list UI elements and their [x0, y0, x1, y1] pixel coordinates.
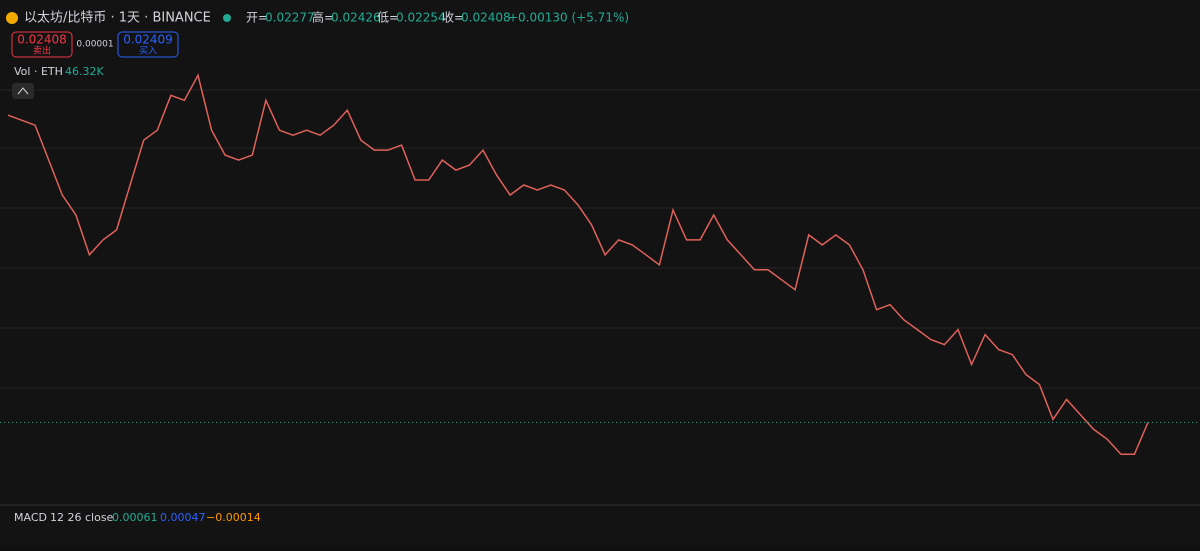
change: +0.00130 (+5.71%) [508, 11, 629, 25]
low: 0.02254 [396, 11, 446, 25]
close: 0.02408 [461, 11, 511, 25]
price-line [7, 73, 1149, 456]
sell-price: 0.02408 [17, 33, 67, 47]
high: 0.02426 [331, 11, 381, 25]
high-label: 高= [312, 10, 334, 25]
macd-signal: 0.00047 [160, 511, 206, 524]
volume-value: 46.32K [65, 65, 104, 78]
open: 0.02277 [265, 11, 315, 25]
spread: 0.00001 [76, 40, 113, 50]
macd-value: 0.00061 [112, 511, 158, 524]
low-label: 低= [377, 11, 399, 25]
grid [0, 89, 1200, 506]
macd-params: 12 26 close [50, 511, 114, 524]
close-label: 收= [442, 11, 464, 25]
status-dot [223, 14, 231, 22]
macd-histogram: −0.00014 [206, 511, 261, 524]
macd-label: MACD [14, 511, 47, 524]
sell-button[interactable] [11, 31, 73, 58]
buy-label: 买入 [139, 46, 157, 57]
open-label: 开= [246, 11, 268, 25]
sell-label: 卖出 [33, 45, 51, 57]
symbol: 以太坊/比特币 · 1天 · BINANCE [24, 11, 211, 26]
collapse-button[interactable] [12, 83, 34, 99]
buy-button[interactable] [117, 31, 179, 58]
collapse-icon [17, 87, 29, 95]
buy-price: 0.02409 [123, 33, 173, 47]
symbol-icon [6, 12, 18, 24]
volume-label: Vol · ETH [14, 65, 63, 78]
